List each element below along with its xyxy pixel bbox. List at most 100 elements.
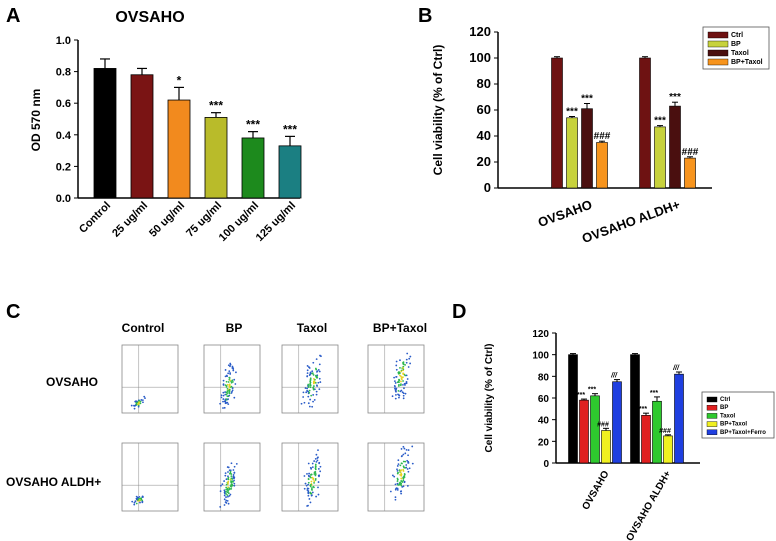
flow-event-dot <box>307 383 310 386</box>
flow-event-dot <box>226 375 228 378</box>
flow-event-dot <box>308 389 311 392</box>
panelB-group-label: OVSAHO ALDH+ <box>580 197 682 247</box>
flow-event-dot <box>229 469 232 472</box>
flow-event-dot <box>395 360 398 363</box>
panelD-legend-label: Taxol <box>720 413 736 419</box>
flow-event-dot <box>227 492 230 495</box>
flow-event-dot <box>398 396 400 399</box>
flow-event-dot <box>316 459 319 462</box>
flow-event-dot <box>402 468 405 471</box>
flow-event-dot <box>406 352 409 355</box>
flow-event-dot <box>399 366 401 369</box>
flow-event-dot <box>397 459 400 462</box>
flow-event-dot <box>397 371 400 373</box>
flow-event-dot <box>311 489 313 491</box>
flow-event-dot <box>231 365 234 368</box>
flow-event-dot <box>229 365 231 368</box>
panelB-ytick-label: 0 <box>484 180 491 195</box>
flow-event-dot <box>394 498 397 501</box>
panelB-legend-label: BP+Taxol <box>731 59 763 66</box>
flow-event-dot <box>233 378 236 381</box>
flow-event-dot <box>399 374 401 377</box>
panelD-legend-swatch <box>706 429 718 435</box>
flow-event-dot <box>409 362 412 365</box>
flow-event-dot <box>402 460 405 463</box>
flow-event-dot <box>398 383 400 386</box>
flow-event-dot <box>405 464 408 466</box>
flow-event-dot <box>307 494 310 497</box>
panel-a-ytick-label: 0.0 <box>56 193 71 205</box>
flow-event-dot <box>300 402 303 405</box>
panelD-legend-swatch <box>706 405 718 411</box>
flow-event-dot <box>398 469 401 472</box>
panelB-bar <box>551 57 563 189</box>
flow-event-dot <box>312 394 315 396</box>
flow-event-dot <box>224 472 227 475</box>
flow-event-dot <box>393 475 396 478</box>
flow-col-bp: BP <box>226 321 243 335</box>
flow-event-dot <box>310 480 313 483</box>
panel-a-chart: OVSAHO 0.0 0.2 0.4 0.6 0.8 1.0 OD 570 nm Control… <box>29 9 302 244</box>
flow-event-dot <box>406 485 409 487</box>
flow-event-dot <box>393 384 396 387</box>
panelD-sig-label: *** <box>588 387 596 394</box>
flow-event-dot <box>230 485 233 488</box>
flow-event-dot <box>304 387 307 390</box>
flow-event-dot <box>401 391 404 394</box>
flow-event-dot <box>309 384 312 387</box>
flow-event-dot <box>134 500 137 503</box>
flow-event-dot <box>306 505 308 507</box>
panel-a-bar <box>93 68 117 199</box>
flow-row-ovsaho-aldh: OVSAHO ALDH+ <box>6 475 101 489</box>
flow-event-dot <box>320 355 322 358</box>
flow-event-dot <box>318 363 321 366</box>
panelD-legend-swatch <box>706 413 718 419</box>
panelD-bar <box>612 381 622 464</box>
flow-event-dot <box>227 478 230 481</box>
flow-event-dot <box>228 494 231 497</box>
flow-event-dot <box>401 454 403 457</box>
flow-plots <box>121 344 425 512</box>
flow-event-dot <box>309 491 312 494</box>
flow-event-dot <box>312 385 315 387</box>
panel-a-sig-label: * <box>177 73 182 87</box>
flow-event-dot <box>231 484 234 487</box>
flow-event-dot <box>306 387 309 390</box>
flow-event-dot <box>223 494 226 497</box>
flow-event-dot <box>225 496 227 498</box>
flow-event-dot <box>319 470 322 473</box>
flow-event-dot <box>402 380 404 382</box>
flow-event-dot <box>228 487 231 490</box>
panelD-ytick-label: 120 <box>532 329 549 340</box>
flow-event-dot <box>395 375 398 378</box>
flow-event-dot <box>400 448 403 450</box>
flow-event-dot <box>226 499 229 502</box>
flow-row-ovsaho: OVSAHO <box>46 375 98 389</box>
flow-event-dot <box>314 458 317 460</box>
flow-event-dot <box>411 445 414 448</box>
flow-event-dot <box>316 457 319 459</box>
flow-event-dot <box>313 486 315 489</box>
flow-event-dot <box>227 481 229 484</box>
panel-a-ytick-label: 0.6 <box>56 98 71 110</box>
flow-event-dot <box>307 462 310 465</box>
flow-event-dot <box>317 493 320 496</box>
panelD-bar <box>579 399 589 464</box>
flow-event-dot <box>229 472 232 475</box>
flow-event-dot <box>400 490 403 493</box>
flow-event-dot <box>303 475 306 477</box>
flow-event-dot <box>233 484 236 487</box>
flow-event-dot <box>316 385 318 387</box>
panelD-ytick-label: 40 <box>538 416 550 427</box>
flow-event-dot <box>399 483 402 486</box>
flow-event-dot <box>395 394 397 396</box>
flow-col-taxol: Taxol <box>297 321 327 335</box>
flow-event-dot <box>139 402 142 405</box>
flow-event-dot <box>232 366 234 369</box>
flow-event-dot <box>312 374 315 376</box>
flow-event-dot <box>229 493 232 496</box>
flow-event-dot <box>228 391 231 394</box>
flow-event-dot <box>407 366 410 368</box>
flow-event-dot <box>411 462 414 465</box>
panel-d-chart: 0 20 40 60 80 100 120 Cell viability (% of Ctrl… <box>484 329 775 541</box>
